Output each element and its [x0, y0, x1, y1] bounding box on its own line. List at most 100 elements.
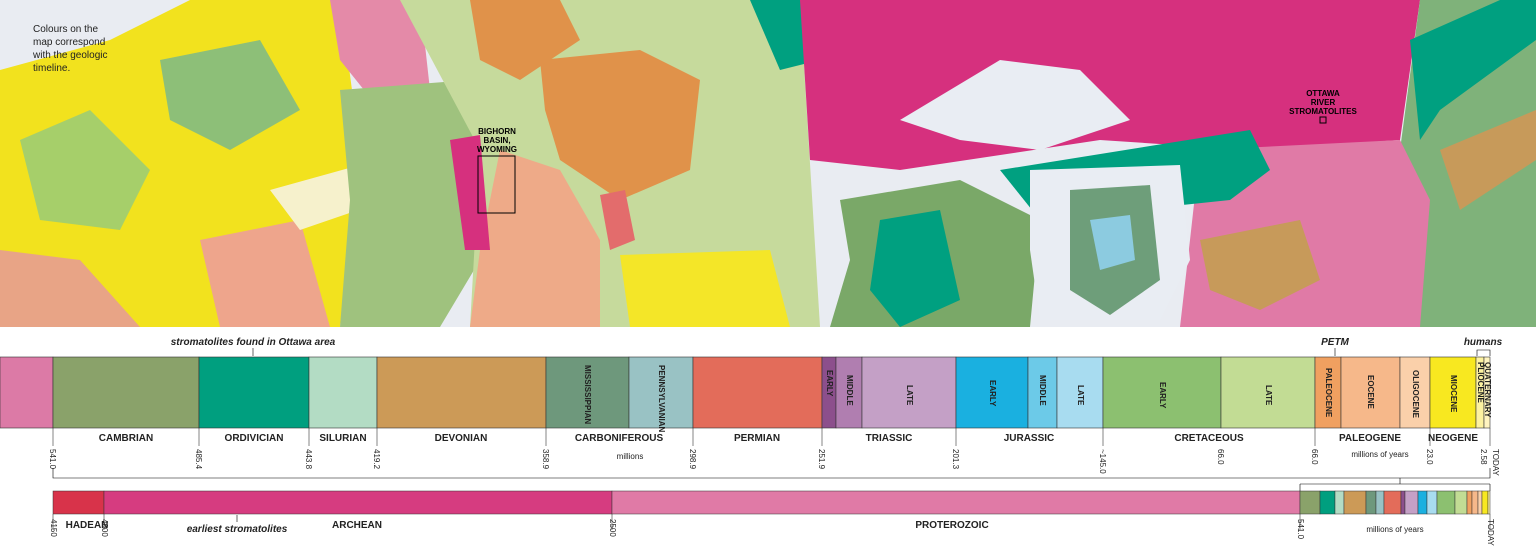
- segment: [52, 490, 105, 515]
- tick-label: 4150: [49, 519, 58, 537]
- segment: [1383, 490, 1402, 515]
- segment: [1466, 490, 1473, 515]
- segment: [1483, 356, 1491, 429]
- map-caption: Colours on the: [33, 24, 98, 35]
- segment: [835, 356, 863, 429]
- map-label: WYOMING: [477, 145, 517, 154]
- map-label: RIVER: [1311, 98, 1336, 107]
- segment: [1487, 490, 1491, 515]
- units: millions of years: [1351, 450, 1408, 459]
- epoch-label: MIOCENE: [1449, 375, 1458, 413]
- tick-labels: 541.0 485.4 443.8 419.2 358.9 298.9 251.9 201.3…: [48, 449, 1500, 476]
- tick-label: 2.58: [1479, 449, 1488, 465]
- map-region: [620, 250, 790, 327]
- segment: [1399, 356, 1431, 429]
- map-region: [330, 0, 430, 110]
- segment: [1299, 490, 1321, 515]
- tick-label: 541.0: [48, 449, 57, 470]
- location-box: [1319, 116, 1327, 124]
- tick-label: 251.9: [817, 449, 826, 470]
- segment: [861, 356, 957, 429]
- segment: [955, 356, 1029, 429]
- epoch-label: PLIOCENE: [1476, 362, 1485, 404]
- segment: [692, 356, 823, 429]
- eon-label: HADEAN: [66, 520, 109, 531]
- tick-label: 66.0: [1310, 449, 1319, 465]
- map-region: [0, 250, 140, 327]
- units: millions of years: [1366, 525, 1423, 534]
- tick-label: 358.9: [541, 449, 550, 470]
- tick-label: 2500: [608, 519, 617, 537]
- segment: [198, 356, 310, 429]
- map-region: [1440, 110, 1536, 210]
- segment: [1404, 490, 1419, 515]
- segment: [1319, 490, 1336, 515]
- epoch-label: EARLY: [1158, 382, 1167, 409]
- map-region: [470, 150, 600, 327]
- epoch-label: PALEOCENE: [1324, 368, 1333, 418]
- epoch-labels: MISSISSIPPIAN PENNSYLVANIAN EARLY MIDDLE LAT…: [583, 362, 1492, 432]
- period-label: PALEOGENE: [1339, 433, 1401, 444]
- timeline: stromatolites found in Ottawa area PETM …: [0, 337, 1503, 491]
- period-dividers: [52, 428, 1491, 446]
- segment: [1454, 490, 1468, 515]
- period-label: JURASSIC: [1004, 433, 1055, 444]
- epoch-label: LATE: [905, 385, 914, 406]
- bracket: [52, 468, 1491, 491]
- epoch-label: LATE: [1264, 385, 1273, 406]
- segment: [1417, 490, 1428, 515]
- period-label: SILURIAN: [319, 433, 366, 444]
- annotation: PETM: [1321, 337, 1349, 348]
- tick-label: 419.2: [372, 449, 381, 470]
- tick-label: 298.9: [688, 449, 697, 470]
- map-region: [200, 220, 330, 327]
- map-region: [160, 40, 300, 150]
- map-region: [450, 135, 490, 250]
- segment: [1436, 490, 1456, 515]
- map-caption: with the geologic: [32, 50, 108, 61]
- annotation: earliest stromatolites: [187, 524, 288, 535]
- tick-label: TODAY: [1491, 449, 1500, 476]
- map-region: [20, 110, 150, 230]
- segment: [628, 356, 694, 429]
- segment: [1314, 356, 1342, 429]
- map-region: [470, 0, 580, 80]
- map-label: BASIN,: [483, 136, 510, 145]
- annotation: stromatolites found in Ottawa area: [171, 337, 336, 348]
- epoch-label: EOCENE: [1366, 375, 1375, 409]
- segment: [545, 356, 630, 429]
- eon-timeline: HADEAN ARCHEAN PROTEROZOIC earliest stro…: [49, 490, 1495, 546]
- eon-label: PROTEROZOIC: [915, 520, 988, 531]
- epoch-label: LATE: [1076, 385, 1085, 406]
- segment: [103, 490, 613, 515]
- tick-label: 66.0: [1216, 449, 1225, 465]
- epoch-label: PENNSYLVANIAN: [657, 365, 666, 432]
- period-label: PERMIAN: [734, 433, 780, 444]
- epoch-label: MIDDLE: [845, 375, 854, 406]
- tick-label: 4000: [100, 519, 109, 537]
- epoch-label: OLIGOCENE: [1411, 370, 1420, 419]
- segment: [1477, 490, 1483, 515]
- epoch-label: MISSISSIPPIAN: [583, 365, 592, 424]
- lake: [900, 60, 1130, 150]
- segment: [1426, 490, 1438, 515]
- annotation: humans: [1464, 337, 1503, 348]
- eon-bar: [52, 490, 1491, 515]
- tick-label: 485.4: [194, 449, 203, 470]
- segment: [1343, 490, 1367, 515]
- epoch-label: QUATERNARY: [1483, 362, 1492, 418]
- map-label: OTTAWA: [1306, 89, 1340, 98]
- segment: [1340, 356, 1401, 429]
- period-label: CRETACEOUS: [1174, 433, 1244, 444]
- map-region: [600, 190, 635, 250]
- epoch-label: EARLY: [825, 370, 834, 397]
- segment: [1056, 356, 1104, 429]
- segment: [52, 356, 200, 429]
- tick-label: 541.0: [1296, 519, 1305, 540]
- segment: [308, 356, 378, 429]
- period-label: NEOGENE: [1428, 433, 1478, 444]
- segment: [0, 356, 54, 429]
- segment: [1471, 490, 1479, 515]
